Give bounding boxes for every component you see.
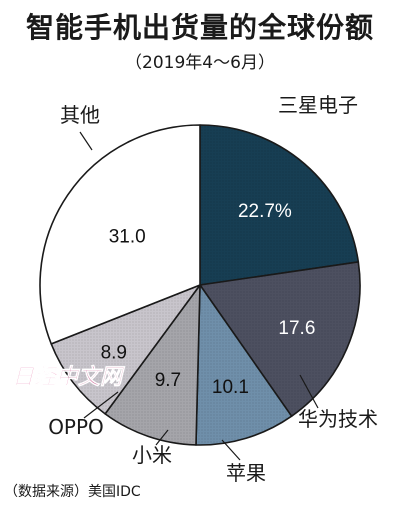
watermark-logo: 日经中文网 [12, 364, 125, 389]
slice-name-label: 三星电子 [278, 93, 358, 117]
slice-texture [105, 285, 200, 445]
slice-name-label: 小米 [132, 443, 172, 467]
slice-name-label: 其他 [60, 103, 100, 127]
slice-name-label: 华为技术 [298, 407, 378, 431]
leader-line [83, 391, 119, 419]
leader-line [299, 374, 319, 409]
chart-title: 智能手机出货量的全球份额 [25, 11, 374, 44]
slice-value-label: 31.0 [109, 227, 146, 248]
source-note: （数据来源）美国IDC [4, 484, 141, 500]
slice-value-label: 8.9 [101, 342, 127, 363]
slice-texture [51, 285, 200, 414]
slice-name-label: OPPO [48, 415, 104, 439]
slice-value-label: 17.6 [278, 318, 315, 339]
slice-texture [200, 125, 359, 285]
slice-value-label: 22.7% [238, 201, 292, 222]
leader-line [79, 131, 93, 151]
chart-subtitle: （2019年4～6月） [125, 53, 275, 73]
slice-value-label: 10.1 [212, 377, 249, 398]
pie-slice [39, 124, 201, 345]
slice-name-label: 苹果 [226, 461, 266, 485]
slice-texture [200, 261, 360, 417]
slice-texture [195, 285, 292, 446]
slice-value-label: 9.7 [155, 370, 181, 391]
leader-line [221, 439, 241, 461]
leader-line [155, 429, 169, 446]
